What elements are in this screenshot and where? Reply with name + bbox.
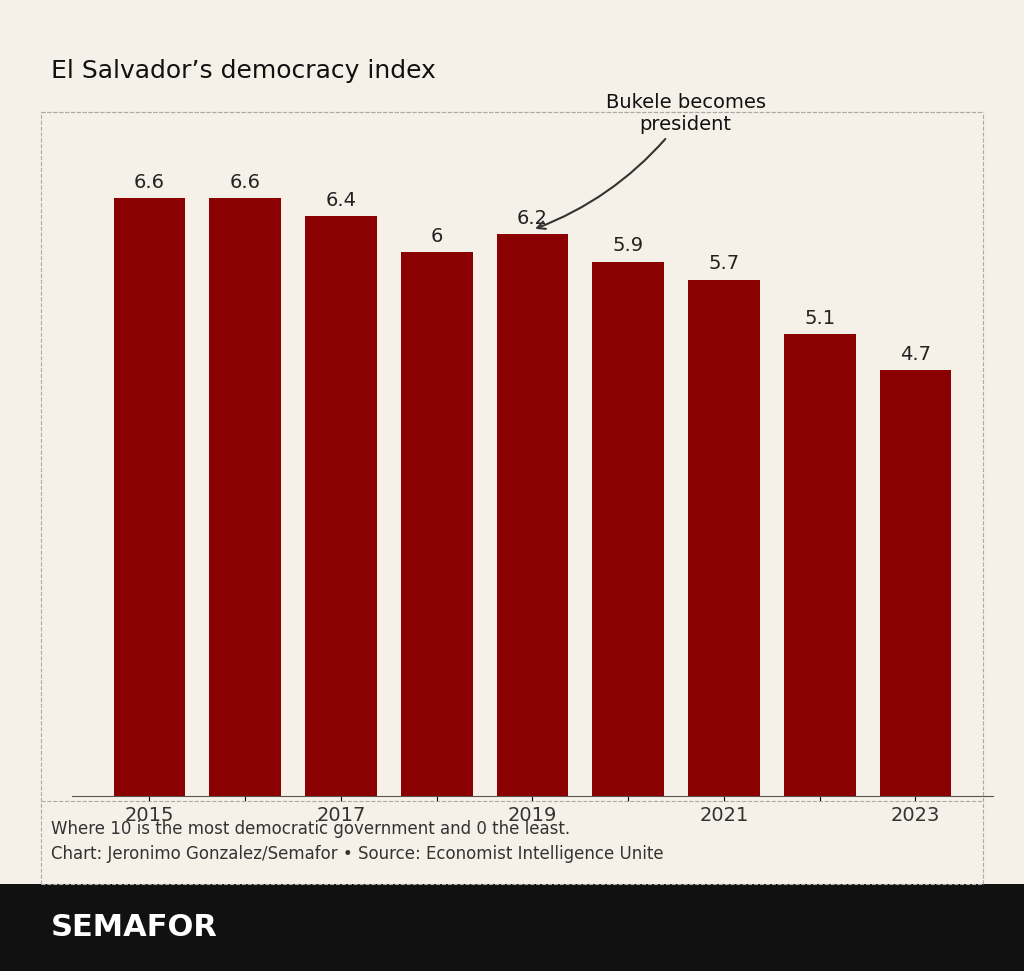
Text: 6: 6 (430, 227, 443, 246)
Text: Bukele becomes
president: Bukele becomes president (538, 93, 766, 229)
Bar (400, 252, 473, 796)
Bar (497, 234, 568, 796)
Bar (592, 261, 665, 796)
Text: 6.6: 6.6 (229, 173, 261, 191)
Text: 5.1: 5.1 (804, 309, 836, 327)
Text: 6.4: 6.4 (326, 191, 356, 210)
Bar (688, 280, 760, 796)
Text: 5.7: 5.7 (709, 254, 739, 273)
Bar (114, 198, 185, 796)
Bar (880, 370, 951, 796)
Text: Chart: Jeronimo Gonzalez/Semafor • Source: Economist Intelligence Unite: Chart: Jeronimo Gonzalez/Semafor • Sourc… (51, 845, 664, 863)
Bar (783, 334, 856, 796)
Text: 6.2: 6.2 (517, 209, 548, 228)
Text: SEMAFOR: SEMAFOR (51, 913, 218, 942)
Text: 5.9: 5.9 (612, 236, 644, 255)
Text: El Salvador’s democracy index: El Salvador’s democracy index (51, 58, 436, 83)
Text: 4.7: 4.7 (900, 345, 931, 364)
Bar (305, 217, 377, 796)
Bar (209, 198, 282, 796)
Text: Where 10 is the most democratic government and 0 the least.: Where 10 is the most democratic governme… (51, 820, 570, 839)
Text: 6.6: 6.6 (134, 173, 165, 191)
